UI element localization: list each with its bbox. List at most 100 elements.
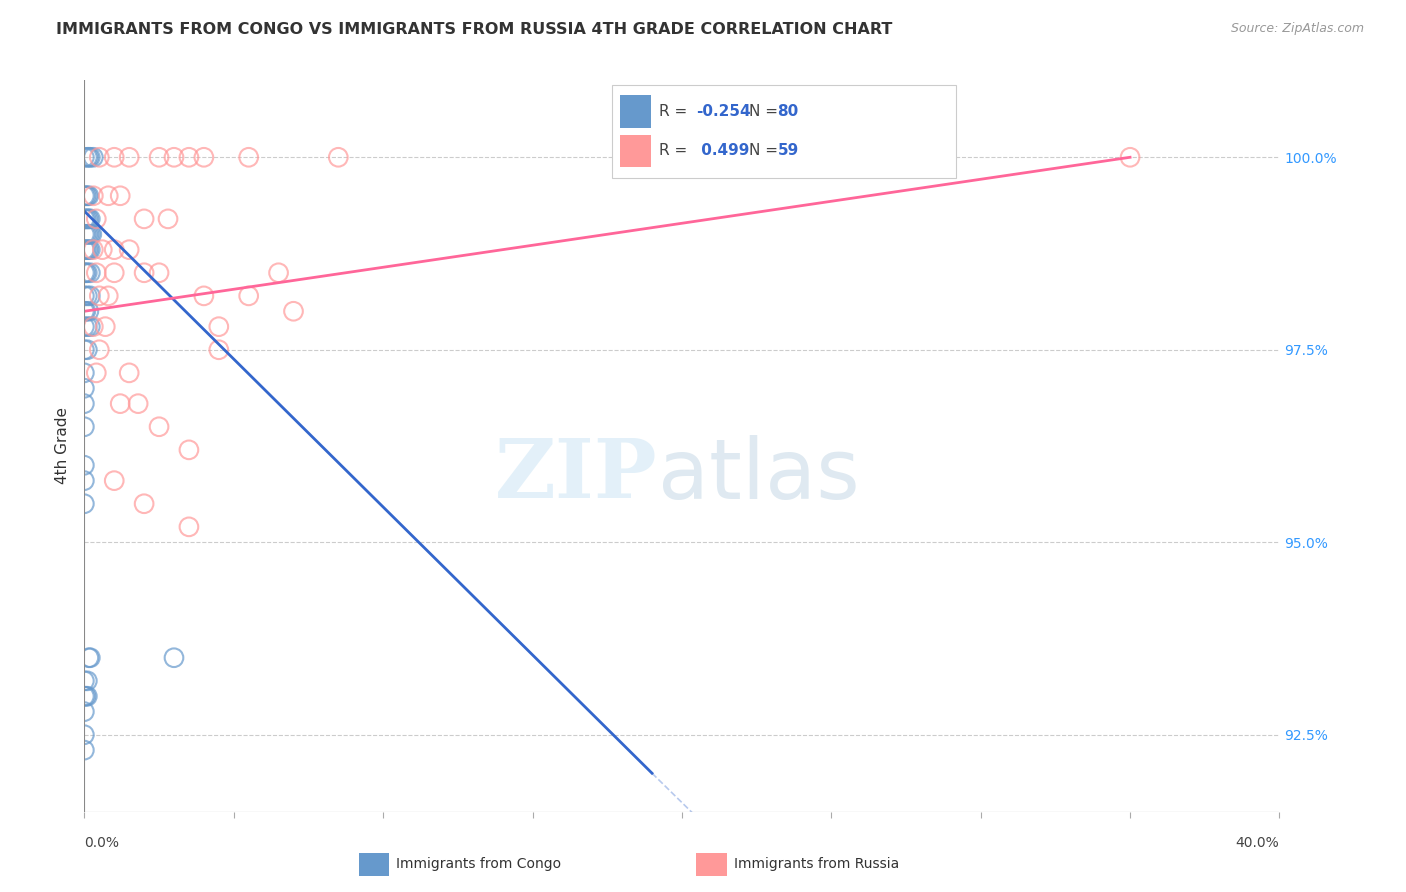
Point bbox=[73, 289, 96, 303]
Point bbox=[73, 188, 96, 202]
Point bbox=[79, 266, 101, 280]
Point bbox=[148, 266, 170, 280]
Point bbox=[76, 319, 98, 334]
Point bbox=[79, 211, 101, 226]
Point bbox=[82, 188, 104, 202]
Point bbox=[103, 150, 125, 164]
Point bbox=[89, 343, 111, 357]
Point bbox=[157, 211, 180, 226]
Point bbox=[73, 690, 96, 704]
Point bbox=[86, 266, 108, 280]
Point bbox=[77, 211, 100, 226]
Point bbox=[73, 705, 96, 719]
Point bbox=[238, 289, 260, 303]
Point bbox=[73, 304, 96, 318]
Point bbox=[148, 150, 170, 164]
Point bbox=[118, 150, 141, 164]
Point bbox=[89, 289, 111, 303]
Point bbox=[132, 266, 156, 280]
Point bbox=[75, 243, 97, 257]
Text: -0.254: -0.254 bbox=[696, 104, 751, 119]
Point bbox=[238, 150, 260, 164]
Text: N =: N = bbox=[749, 144, 783, 158]
Point bbox=[73, 343, 96, 357]
Point bbox=[118, 366, 141, 380]
Point bbox=[75, 188, 97, 202]
Point bbox=[79, 150, 101, 164]
Point bbox=[86, 366, 108, 380]
Point bbox=[89, 150, 111, 164]
Text: 40.0%: 40.0% bbox=[1236, 836, 1279, 850]
Point bbox=[208, 343, 231, 357]
Point bbox=[148, 419, 170, 434]
Point bbox=[82, 319, 104, 334]
Text: 59: 59 bbox=[778, 144, 799, 158]
Point bbox=[73, 366, 96, 380]
Point bbox=[118, 243, 141, 257]
Point bbox=[76, 673, 98, 688]
Text: ZIP: ZIP bbox=[495, 435, 658, 516]
Text: R =: R = bbox=[659, 144, 693, 158]
Text: 0.499: 0.499 bbox=[696, 144, 749, 158]
Point bbox=[73, 458, 96, 473]
Point bbox=[193, 289, 215, 303]
Point bbox=[73, 728, 96, 742]
Point bbox=[163, 650, 186, 665]
Point bbox=[94, 319, 117, 334]
Point bbox=[82, 150, 104, 164]
Text: IMMIGRANTS FROM CONGO VS IMMIGRANTS FROM RUSSIA 4TH GRADE CORRELATION CHART: IMMIGRANTS FROM CONGO VS IMMIGRANTS FROM… bbox=[56, 22, 893, 37]
Text: 0.0%: 0.0% bbox=[84, 836, 120, 850]
Point bbox=[77, 650, 100, 665]
Point bbox=[208, 319, 231, 334]
Point bbox=[77, 150, 100, 164]
Point bbox=[79, 289, 101, 303]
Point bbox=[283, 304, 305, 318]
Point bbox=[79, 243, 101, 257]
Point bbox=[73, 419, 96, 434]
Point bbox=[73, 474, 96, 488]
Point bbox=[73, 150, 96, 164]
Point bbox=[132, 211, 156, 226]
Text: Immigrants from Congo: Immigrants from Congo bbox=[396, 857, 561, 871]
Point bbox=[77, 188, 100, 202]
Point bbox=[267, 266, 290, 280]
Point bbox=[1119, 150, 1142, 164]
Point bbox=[163, 150, 186, 164]
Point bbox=[75, 304, 97, 318]
Point bbox=[76, 243, 98, 257]
Point bbox=[73, 319, 96, 334]
Point bbox=[110, 397, 132, 411]
Point bbox=[103, 474, 125, 488]
Point bbox=[103, 243, 125, 257]
Point bbox=[77, 243, 100, 257]
Point bbox=[76, 289, 98, 303]
Point bbox=[103, 266, 125, 280]
Point bbox=[91, 243, 114, 257]
Point bbox=[79, 319, 101, 334]
Point bbox=[73, 397, 96, 411]
Point bbox=[73, 673, 96, 688]
Point bbox=[328, 150, 350, 164]
Text: Immigrants from Russia: Immigrants from Russia bbox=[734, 857, 900, 871]
Point bbox=[73, 211, 96, 226]
Point bbox=[76, 211, 98, 226]
Point bbox=[97, 289, 120, 303]
Point bbox=[132, 497, 156, 511]
Point bbox=[79, 227, 101, 242]
Point bbox=[76, 690, 98, 704]
Point bbox=[76, 188, 98, 202]
Text: R =: R = bbox=[659, 104, 693, 119]
Point bbox=[73, 743, 96, 757]
Point bbox=[127, 397, 149, 411]
Point bbox=[177, 520, 200, 534]
Point bbox=[79, 650, 101, 665]
Text: 80: 80 bbox=[778, 104, 799, 119]
Point bbox=[76, 343, 98, 357]
Point bbox=[73, 266, 96, 280]
Point bbox=[77, 304, 100, 318]
Point bbox=[97, 188, 120, 202]
Point bbox=[75, 266, 97, 280]
Point bbox=[75, 227, 97, 242]
Point bbox=[76, 150, 98, 164]
Point bbox=[76, 266, 98, 280]
